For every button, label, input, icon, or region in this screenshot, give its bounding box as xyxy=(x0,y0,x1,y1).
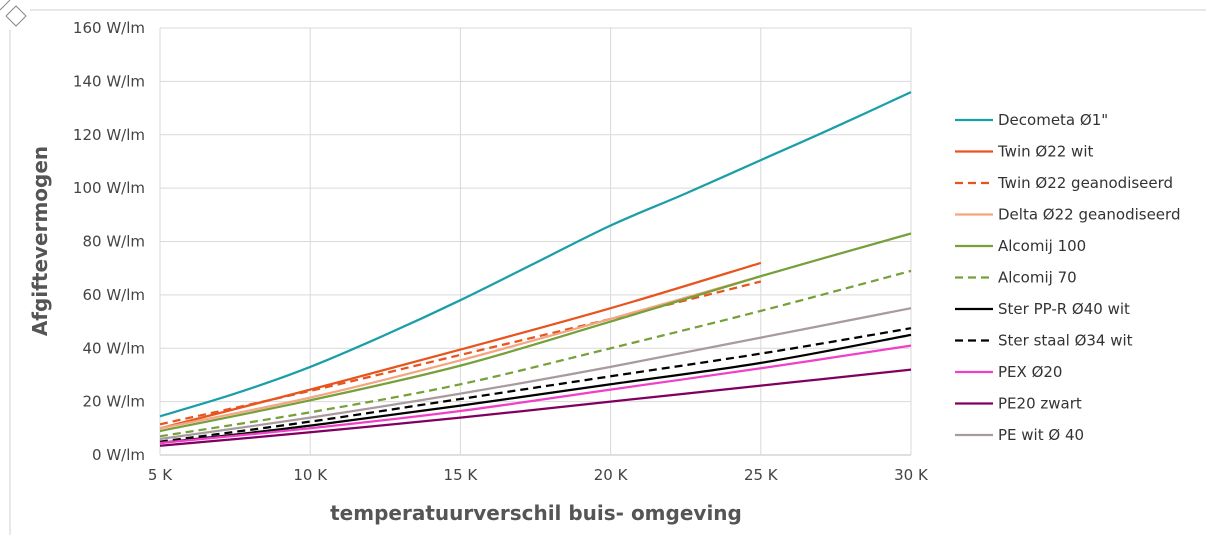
x-tick-label: 30 K xyxy=(894,466,929,484)
y-tick-label: 160 W/lm xyxy=(73,19,145,37)
legend-label: PEX Ø20 xyxy=(998,363,1062,381)
x-axis-title: temperatuurverschil buis- omgeving xyxy=(330,501,742,525)
x-tick-label: 25 K xyxy=(744,466,779,484)
y-tick-label: 40 W/lm xyxy=(82,339,145,357)
y-tick-label: 120 W/lm xyxy=(73,126,145,144)
x-tick-labels: 5 K 10 K 15 K 20 K 25 K 30 K xyxy=(148,466,929,484)
x-tick-label: 10 K xyxy=(293,466,328,484)
x-tick-label: 20 K xyxy=(594,466,629,484)
resize-handle-icon[interactable] xyxy=(0,0,27,27)
y-tick-label: 100 W/lm xyxy=(73,179,145,197)
legend-label: Twin Ø22 wit xyxy=(997,143,1093,161)
y-axis-title: Afgiftevermogen xyxy=(28,146,52,336)
series-line xyxy=(159,344,912,445)
series-lines xyxy=(159,91,912,447)
legend-label: Twin Ø22 geanodiseerd xyxy=(997,174,1173,192)
y-tick-label: 60 W/lm xyxy=(82,286,145,304)
series-line xyxy=(159,368,912,447)
x-tick-label: 5 K xyxy=(148,466,173,484)
legend-label: Alcomij 100 xyxy=(998,237,1086,255)
legend-label: Ster PP-R Ø40 wit xyxy=(998,300,1130,318)
series-line xyxy=(159,232,912,433)
series-line xyxy=(159,269,912,438)
legend-label: Ster staal Ø34 wit xyxy=(998,332,1133,350)
series-line xyxy=(159,261,762,430)
legend-label: Decometa Ø1" xyxy=(998,111,1108,129)
y-tick-label: 20 W/lm xyxy=(82,393,145,411)
y-tick-label: 80 W/lm xyxy=(82,233,145,251)
x-tick-label: 15 K xyxy=(444,466,479,484)
legend-label: PE20 zwart xyxy=(998,395,1082,413)
y-tick-label: 0 W/lm xyxy=(92,446,145,464)
legend-label: Delta Ø22 geanodiseerd xyxy=(998,206,1180,224)
legend-label: PE wit Ø 40 xyxy=(998,426,1084,444)
legend: Decometa Ø1" Twin Ø22 wit Twin Ø22 geanodi… xyxy=(955,111,1180,444)
y-tick-labels: 0 W/lm 20 W/lm 40 W/lm 60 W/lm 80 W/lm 100 W/… xyxy=(73,19,145,464)
series-line xyxy=(159,327,912,443)
series-line xyxy=(159,333,912,445)
series-line xyxy=(159,91,912,418)
series-line xyxy=(159,275,762,430)
y-tick-label: 140 W/lm xyxy=(73,72,145,90)
gridlines xyxy=(159,27,912,456)
series-line xyxy=(159,307,912,441)
legend-label: Alcomij 70 xyxy=(998,269,1077,287)
